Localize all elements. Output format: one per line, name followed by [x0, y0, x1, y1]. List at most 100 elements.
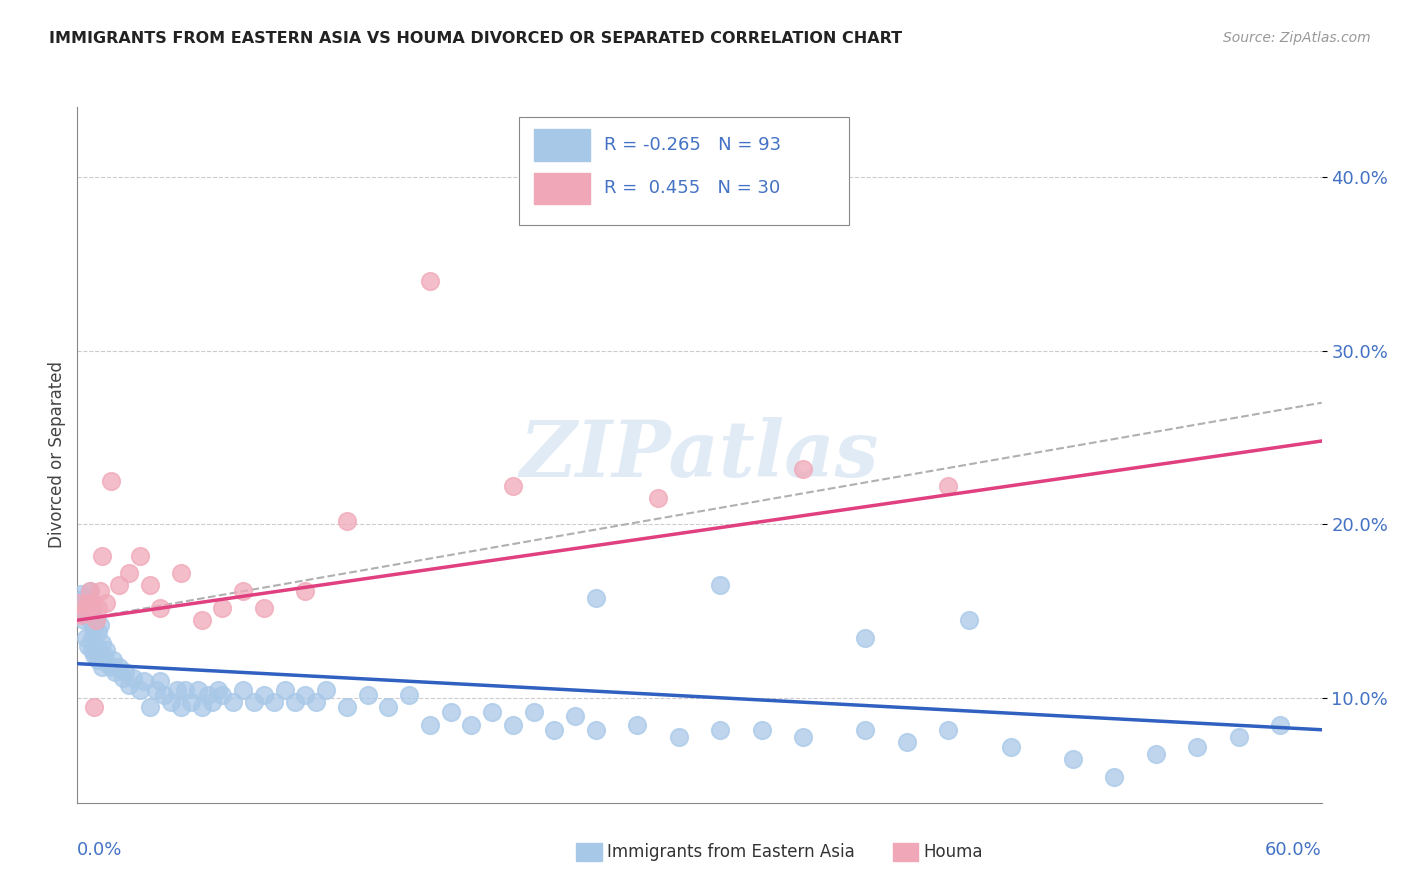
Point [83, 648, 105, 662]
Point [201, 695, 224, 709]
Point [315, 682, 337, 697]
Text: R =  0.455   N = 30: R = 0.455 N = 30 [603, 178, 780, 197]
Point [170, 700, 193, 714]
Point [96, 596, 118, 610]
Point [207, 682, 229, 697]
Point [502, 717, 524, 731]
Point [118, 677, 141, 691]
Point [84, 613, 107, 627]
Point [80, 642, 103, 657]
Point [481, 706, 503, 720]
Point [336, 514, 359, 528]
Point [100, 660, 122, 674]
Point [1187, 740, 1209, 755]
Point [97, 657, 120, 671]
Point [67, 596, 90, 610]
Point [149, 674, 172, 689]
Point [166, 682, 188, 697]
Point [1104, 770, 1126, 784]
Point [76, 607, 98, 622]
Point [564, 708, 586, 723]
Point [709, 578, 731, 592]
Point [211, 688, 233, 702]
Point [76, 639, 98, 653]
Point [128, 549, 150, 563]
Point [709, 723, 731, 737]
Point [197, 688, 219, 702]
Text: 60.0%: 60.0% [1265, 841, 1322, 859]
Point [585, 723, 607, 737]
Point [336, 700, 359, 714]
Point [242, 695, 264, 709]
Point [377, 700, 399, 714]
Point [76, 596, 98, 610]
Point [93, 648, 115, 662]
Point [67, 596, 90, 610]
Point [128, 682, 150, 697]
Point [91, 549, 114, 563]
Point [647, 491, 669, 506]
Point [132, 674, 155, 689]
Point [294, 688, 316, 702]
Point [104, 665, 127, 680]
Point [72, 613, 94, 627]
Point [232, 583, 254, 598]
Text: Source: ZipAtlas.com: Source: ZipAtlas.com [1223, 31, 1371, 45]
Bar [534, 173, 591, 204]
Text: 0.0%: 0.0% [77, 841, 122, 859]
Point [191, 700, 214, 714]
Text: IMMIGRANTS FROM EASTERN ASIA VS HOUMA DIVORCED OR SEPARATED CORRELATION CHART: IMMIGRANTS FROM EASTERN ASIA VS HOUMA DI… [49, 31, 903, 46]
Point [180, 695, 202, 709]
Point [543, 723, 565, 737]
Point [96, 642, 118, 657]
Point [108, 660, 131, 674]
Point [91, 636, 114, 650]
Point [1270, 717, 1292, 731]
Point [855, 723, 877, 737]
Point [585, 591, 607, 605]
Point [1000, 740, 1022, 755]
Point [153, 688, 176, 702]
Point [1227, 730, 1250, 744]
Point [108, 578, 131, 592]
Point [83, 700, 105, 714]
Point [751, 723, 773, 737]
Point [253, 601, 276, 615]
Point [84, 613, 107, 627]
Point [896, 735, 918, 749]
Text: Immigrants from Eastern Asia: Immigrants from Eastern Asia [607, 843, 855, 861]
Point [1062, 752, 1084, 766]
Point [938, 479, 960, 493]
Point [419, 717, 441, 731]
Point [89, 648, 111, 662]
Point [89, 583, 111, 598]
Point [502, 479, 524, 493]
Point [70, 587, 93, 601]
Point [211, 601, 233, 615]
Point [89, 618, 111, 632]
Point [440, 706, 463, 720]
Point [222, 695, 245, 709]
Point [72, 591, 94, 605]
Point [855, 631, 877, 645]
Point [460, 717, 482, 731]
Point [668, 730, 690, 744]
Point [170, 566, 193, 581]
Point [79, 583, 101, 598]
Point [91, 660, 114, 674]
Point [187, 682, 209, 697]
Point [79, 613, 101, 627]
Point [80, 596, 103, 610]
Point [284, 695, 307, 709]
Point [159, 695, 181, 709]
Point [792, 730, 814, 744]
Point [79, 583, 101, 598]
Text: ZIPatlas: ZIPatlas [520, 417, 879, 493]
Point [75, 631, 97, 645]
Point [80, 631, 103, 645]
Point [100, 474, 122, 488]
Point [114, 665, 136, 680]
Point [87, 625, 110, 640]
Point [118, 566, 141, 581]
Point [139, 578, 162, 592]
